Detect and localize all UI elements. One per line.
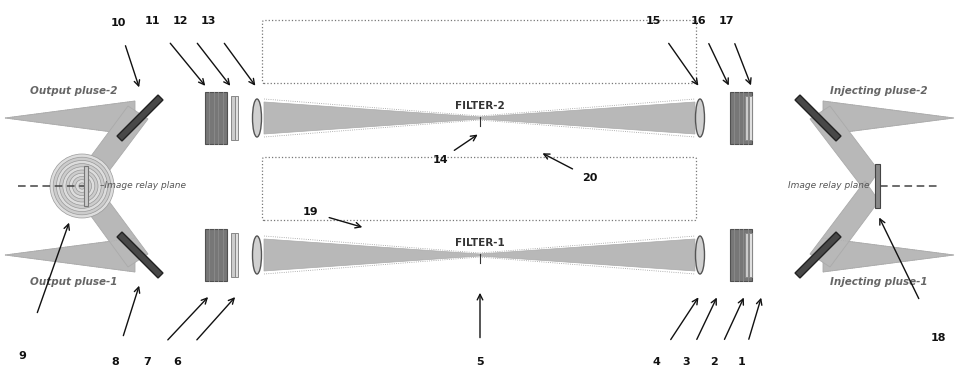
Text: Image relay plane: Image relay plane (787, 182, 869, 191)
Bar (235, 233, 238, 277)
Text: 6: 6 (173, 357, 181, 367)
Text: Output pluse-1: Output pluse-1 (30, 277, 118, 287)
Bar (745, 96, 749, 140)
Circle shape (76, 180, 88, 192)
Bar (205, 229, 227, 281)
Polygon shape (5, 101, 135, 135)
Text: 15: 15 (645, 16, 661, 26)
Polygon shape (117, 232, 163, 278)
Bar (235, 96, 238, 140)
Bar (749, 96, 752, 140)
Bar (84, 166, 88, 206)
Polygon shape (810, 106, 879, 191)
Text: 4: 4 (652, 357, 660, 367)
Text: 1: 1 (738, 357, 746, 367)
Ellipse shape (695, 236, 705, 274)
Text: 10: 10 (110, 18, 126, 28)
Bar (231, 233, 235, 277)
Polygon shape (823, 238, 954, 272)
Circle shape (59, 164, 105, 209)
Circle shape (66, 170, 98, 202)
Polygon shape (264, 239, 695, 271)
Text: 11: 11 (144, 16, 160, 26)
Polygon shape (80, 106, 148, 191)
Polygon shape (117, 95, 163, 141)
Circle shape (69, 173, 95, 199)
Polygon shape (795, 232, 841, 278)
Circle shape (72, 176, 92, 195)
Text: 8: 8 (111, 357, 119, 367)
Text: 16: 16 (690, 16, 706, 26)
Text: 18: 18 (930, 333, 946, 343)
Circle shape (62, 167, 102, 205)
Text: FILTER-2: FILTER-2 (455, 101, 504, 111)
Ellipse shape (695, 99, 705, 137)
Bar (745, 233, 749, 277)
Polygon shape (823, 101, 954, 135)
Text: 9: 9 (18, 351, 26, 361)
Text: 12: 12 (173, 16, 188, 26)
Text: FILTER-1: FILTER-1 (455, 238, 504, 248)
Text: 5: 5 (477, 357, 483, 367)
Text: Output pluse-2: Output pluse-2 (30, 86, 118, 96)
Polygon shape (810, 181, 879, 267)
Circle shape (53, 157, 111, 215)
Text: 14: 14 (433, 155, 448, 165)
Bar (730, 229, 752, 281)
Polygon shape (795, 95, 841, 141)
Text: 2: 2 (710, 357, 718, 367)
Text: Injecting pluse-2: Injecting pluse-2 (830, 86, 927, 96)
Text: Injecting pluse-1: Injecting pluse-1 (830, 277, 927, 287)
Bar (231, 96, 235, 140)
Bar (749, 233, 752, 277)
Ellipse shape (252, 236, 262, 274)
Text: –Image relay plane: –Image relay plane (100, 182, 186, 191)
Bar (875, 164, 880, 208)
Polygon shape (5, 238, 135, 272)
Ellipse shape (252, 99, 262, 137)
Text: 3: 3 (682, 357, 690, 367)
Circle shape (50, 154, 114, 218)
Circle shape (57, 160, 107, 211)
Circle shape (79, 183, 85, 189)
Bar (730, 92, 752, 144)
Polygon shape (80, 181, 148, 267)
Text: 19: 19 (302, 207, 317, 217)
Text: 13: 13 (200, 16, 216, 26)
Bar (205, 92, 227, 144)
Polygon shape (264, 102, 695, 134)
Text: 7: 7 (143, 357, 151, 367)
Text: 20: 20 (582, 173, 597, 183)
Text: 17: 17 (718, 16, 734, 26)
